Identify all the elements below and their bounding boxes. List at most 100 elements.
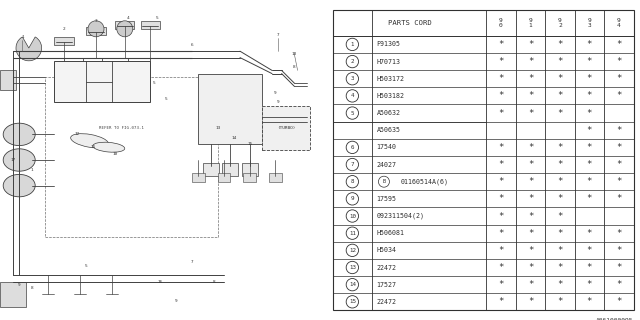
Text: *: * xyxy=(616,280,621,289)
Bar xyxy=(45,77,218,237)
Text: *: * xyxy=(499,160,504,169)
Text: *: * xyxy=(499,40,504,49)
Text: *: * xyxy=(499,108,504,117)
Text: 2: 2 xyxy=(63,27,65,31)
Text: 5: 5 xyxy=(351,110,354,116)
Text: A50632: A50632 xyxy=(376,110,401,116)
Text: *: * xyxy=(499,297,504,306)
Bar xyxy=(223,163,238,176)
Text: 9
4: 9 4 xyxy=(617,18,621,28)
Bar xyxy=(243,173,256,182)
Text: 11: 11 xyxy=(90,145,95,149)
Text: 3: 3 xyxy=(95,19,97,23)
Text: F91305: F91305 xyxy=(376,41,401,47)
Text: 10: 10 xyxy=(349,213,356,219)
Text: H5034: H5034 xyxy=(376,247,396,253)
Text: 092311504(2): 092311504(2) xyxy=(376,213,424,219)
Text: *: * xyxy=(557,297,563,306)
FancyBboxPatch shape xyxy=(141,21,160,29)
Circle shape xyxy=(88,21,104,37)
Text: 17: 17 xyxy=(10,158,15,162)
Text: 9: 9 xyxy=(277,100,280,104)
Text: *: * xyxy=(499,280,504,289)
Text: *: * xyxy=(587,57,592,66)
Text: *: * xyxy=(587,194,592,204)
Bar xyxy=(192,173,205,182)
Text: *: * xyxy=(616,143,621,152)
Text: *: * xyxy=(587,143,592,152)
Text: *: * xyxy=(616,126,621,135)
Text: 5: 5 xyxy=(156,16,158,20)
Bar xyxy=(269,173,282,182)
Wedge shape xyxy=(16,37,42,61)
Text: *: * xyxy=(557,229,563,238)
Text: *: * xyxy=(528,108,533,117)
FancyBboxPatch shape xyxy=(198,74,262,144)
Text: 15: 15 xyxy=(349,299,356,304)
Text: 8: 8 xyxy=(293,65,296,69)
Text: *: * xyxy=(557,74,563,83)
Text: *: * xyxy=(587,160,592,169)
Text: (TURBO): (TURBO) xyxy=(277,126,296,130)
Text: *: * xyxy=(616,160,621,169)
Text: *: * xyxy=(616,40,621,49)
Text: *: * xyxy=(557,160,563,169)
Text: 9: 9 xyxy=(18,283,20,287)
Text: A50635: A50635 xyxy=(376,127,401,133)
Text: *: * xyxy=(557,263,563,272)
Text: *: * xyxy=(616,229,621,238)
Text: 7: 7 xyxy=(351,162,354,167)
Text: 9
0: 9 0 xyxy=(499,18,503,28)
Text: 15: 15 xyxy=(247,142,252,146)
FancyBboxPatch shape xyxy=(54,61,150,102)
Text: 8: 8 xyxy=(351,179,354,184)
Text: B: B xyxy=(382,179,385,184)
Text: 6: 6 xyxy=(351,145,354,150)
Text: 7: 7 xyxy=(191,260,193,264)
Text: 13: 13 xyxy=(349,265,356,270)
Text: 22472: 22472 xyxy=(376,299,396,305)
FancyBboxPatch shape xyxy=(262,106,310,150)
Text: PARTS CORD: PARTS CORD xyxy=(388,20,431,26)
Text: *: * xyxy=(499,263,504,272)
Text: 18: 18 xyxy=(292,52,297,56)
Text: *: * xyxy=(557,212,563,220)
Text: *: * xyxy=(499,177,504,186)
Text: 17540: 17540 xyxy=(376,144,396,150)
Text: *: * xyxy=(528,212,533,220)
Text: H70713: H70713 xyxy=(376,59,401,65)
Text: *: * xyxy=(528,263,533,272)
Text: *: * xyxy=(587,297,592,306)
Text: 12: 12 xyxy=(349,248,356,253)
Text: 4: 4 xyxy=(351,93,354,99)
Text: *: * xyxy=(499,212,504,220)
Text: 9: 9 xyxy=(274,91,276,95)
Text: *: * xyxy=(528,160,533,169)
Text: *: * xyxy=(557,92,563,100)
Text: *: * xyxy=(587,126,592,135)
FancyBboxPatch shape xyxy=(0,70,16,90)
Ellipse shape xyxy=(3,149,35,171)
Text: H503172: H503172 xyxy=(376,76,404,82)
Text: 5: 5 xyxy=(152,81,155,85)
Bar xyxy=(204,163,219,176)
FancyBboxPatch shape xyxy=(54,37,74,45)
Text: *: * xyxy=(616,74,621,83)
Text: *: * xyxy=(528,246,533,255)
Ellipse shape xyxy=(70,134,109,148)
Text: *: * xyxy=(557,246,563,255)
Text: *: * xyxy=(587,229,592,238)
Text: *: * xyxy=(528,297,533,306)
Text: *: * xyxy=(587,108,592,117)
Text: 9
3: 9 3 xyxy=(588,18,591,28)
Text: 2: 2 xyxy=(351,59,354,64)
Text: 17595: 17595 xyxy=(376,196,396,202)
Text: 5: 5 xyxy=(165,97,168,101)
Text: 5: 5 xyxy=(85,264,88,268)
Text: *: * xyxy=(557,143,563,152)
Text: 9: 9 xyxy=(175,299,177,303)
Text: 1: 1 xyxy=(351,42,354,47)
Text: 1: 1 xyxy=(21,35,24,39)
Bar xyxy=(0,282,26,307)
FancyBboxPatch shape xyxy=(86,27,106,35)
